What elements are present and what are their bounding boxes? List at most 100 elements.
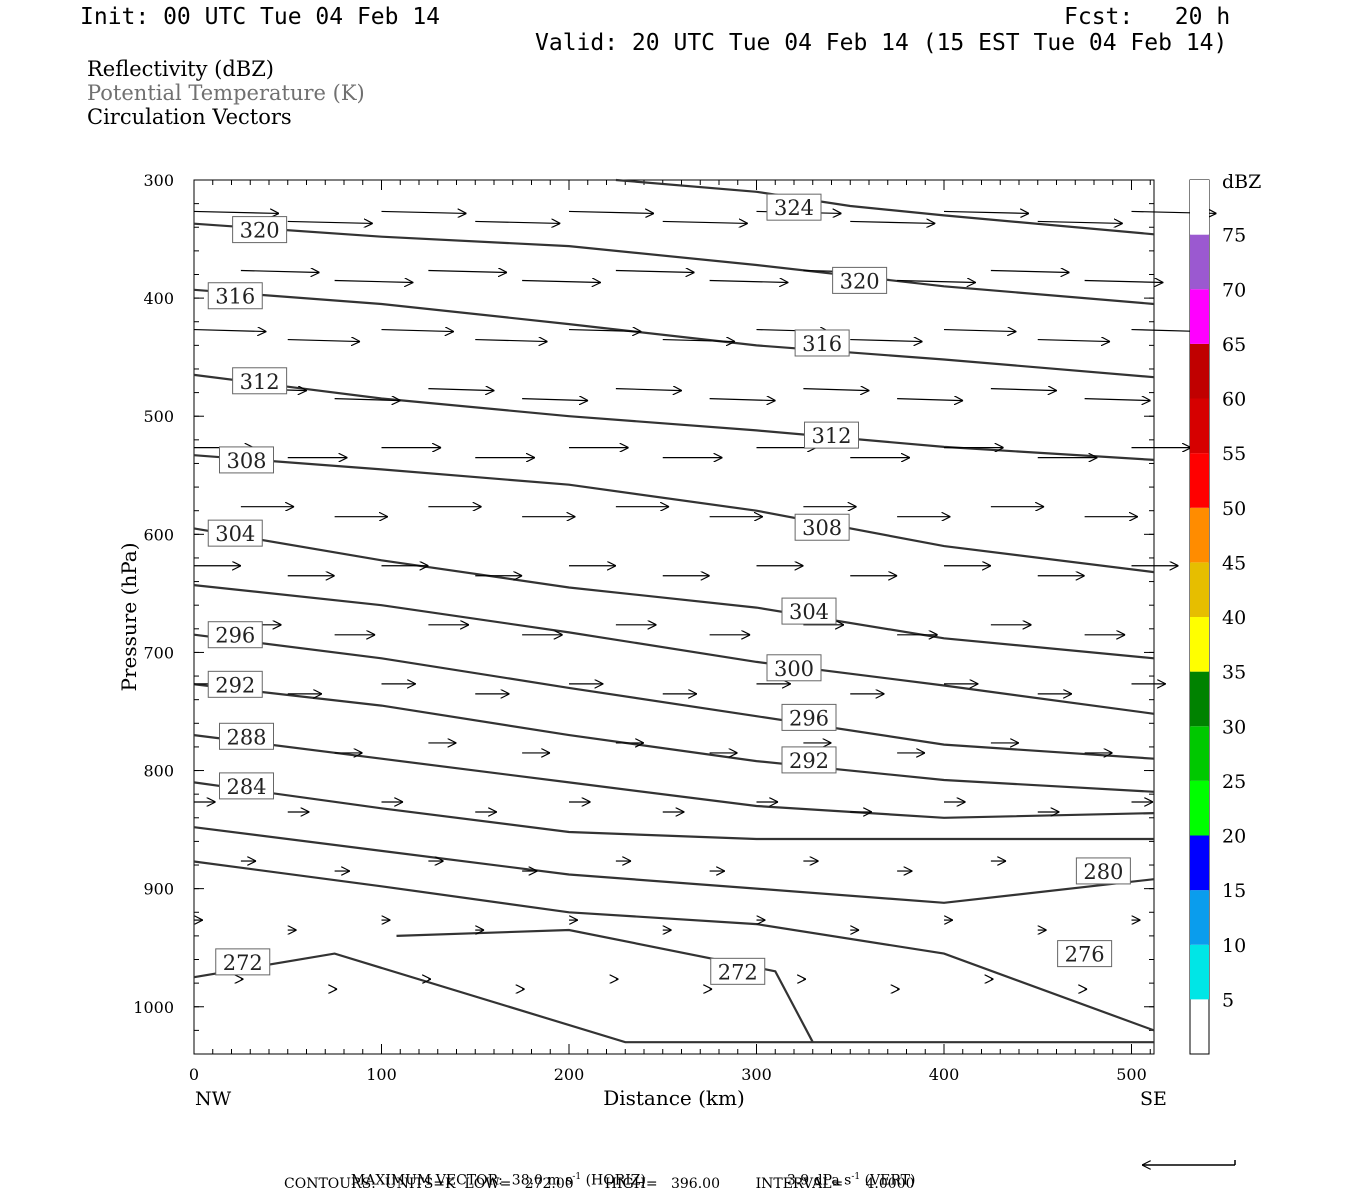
colorbar-swatch (1190, 343, 1209, 399)
circulation-vector (615, 270, 695, 272)
y-tick-label: 800 (143, 762, 174, 781)
theta-contour-320 (193, 222, 1155, 306)
contour-label-box (219, 772, 274, 800)
contour-label-box (232, 216, 288, 244)
circulation-vector (287, 221, 373, 223)
contour-label-312: 312 (240, 370, 280, 394)
horiz-unit: (HORIZ) (585, 1172, 646, 1189)
circulation-vector (428, 389, 494, 391)
x-tick-label: 300 (741, 1065, 772, 1084)
x-tick-label: 0 (189, 1065, 199, 1084)
theta-contour-304 (193, 527, 1155, 660)
contour-label-292: 292 (789, 749, 829, 773)
max-vector-line: MAXIMUM VECTOR: 38.0 m s-1 (HORIZ) (342, 1159, 646, 1188)
contour-label-box (804, 421, 859, 449)
colorbar-level-label: 75 (1222, 225, 1246, 247)
circulation-vector (475, 340, 547, 342)
contour-label-box (832, 266, 888, 294)
circulation-vector (381, 330, 454, 332)
contour-label-box (1075, 857, 1131, 885)
theta-contour-280 (193, 826, 1155, 904)
circulation-vector (897, 399, 963, 401)
colorbar-level-label: 15 (1222, 880, 1246, 902)
circulation-vector (1084, 399, 1151, 401)
contour-label-316: 316 (215, 285, 255, 309)
colorbar-level-label: 40 (1222, 607, 1246, 629)
y-tick-label: 400 (143, 289, 174, 308)
colorbar-swatch (1190, 780, 1209, 836)
y-tick-label: 700 (143, 643, 174, 662)
theta-contour-272 (193, 952, 1154, 1044)
contour-label-316: 316 (802, 332, 842, 356)
theta-contour-272 (396, 928, 814, 1043)
contour-label-box (207, 670, 263, 698)
contour-label-box (1057, 940, 1113, 968)
colorbar-swatch (1190, 835, 1209, 891)
contour-label-box (232, 367, 288, 395)
y-tick-label: 300 (143, 171, 174, 190)
colorbar-level-label: 65 (1222, 334, 1246, 356)
x-end-left: NW (195, 1088, 232, 1110)
circulation-vector (990, 270, 1070, 272)
contour-label-312: 312 (811, 424, 851, 448)
colorbar-level-label: 30 (1222, 716, 1246, 738)
circulation-vector (568, 330, 641, 332)
circulation-vector (1037, 221, 1123, 223)
circulation-vector (850, 221, 935, 223)
contour-label-box (781, 746, 837, 774)
legend-reflectivity: Reflectivity (dBZ) (87, 57, 275, 81)
colorbar-swatch (1190, 944, 1209, 1000)
legend-circulation-vectors: Circulation Vectors (87, 105, 292, 129)
colorbar-level-label: 20 (1222, 826, 1246, 848)
contour-label-296: 296 (789, 706, 829, 730)
colorbar-level-label: 60 (1222, 389, 1246, 411)
contour-label-box (215, 948, 271, 976)
contour-label-304: 304 (789, 600, 829, 624)
circulation-vector (615, 389, 682, 391)
circulation-vector (193, 330, 266, 332)
plot-frame (193, 179, 1155, 1055)
circulation-vector (475, 221, 560, 223)
x-tick-label: 500 (1116, 1065, 1147, 1084)
colorbar-swatch (1190, 671, 1209, 727)
circulation-vector (522, 280, 601, 282)
colorbar-swatch (1190, 398, 1209, 454)
colorbar-swatch (1190, 617, 1209, 672)
colorbar-swatch (1190, 726, 1209, 781)
circulation-vector (803, 389, 869, 391)
colorbar-level-label: 50 (1222, 498, 1246, 520)
colorbar-level-label: 35 (1222, 662, 1246, 684)
contour-label-320: 320 (240, 219, 280, 243)
colorbar-level-label: 70 (1222, 279, 1246, 301)
contour-label-box (766, 654, 822, 682)
circulation-vector (428, 270, 507, 272)
circulation-vector (568, 211, 654, 213)
circulation-vector (662, 221, 748, 223)
colorbar-swatch (1190, 234, 1209, 290)
contour-label-272: 272 (718, 960, 758, 984)
contour-label-box (766, 193, 822, 221)
contour-label-324: 324 (774, 196, 814, 220)
theta-contour-284 (193, 781, 1154, 841)
colorbar-swatch (1190, 890, 1209, 945)
circulation-vector (897, 280, 976, 282)
colorbar-swatch (1190, 562, 1209, 617)
theta-contour-276 (193, 860, 1155, 1032)
contour-label-box (781, 703, 837, 731)
circulation-vector (334, 399, 401, 401)
circulation-vector (522, 399, 588, 401)
circulation-vector (381, 211, 467, 213)
init-time: Init: 00 UTC Tue 04 Feb 14 (80, 4, 441, 30)
circulation-vector (662, 340, 735, 342)
contour-label-296: 296 (215, 624, 255, 648)
colorbar-level-label: 45 (1222, 552, 1246, 574)
y-tick-label: 500 (143, 407, 174, 426)
contour-label-box (794, 513, 850, 541)
circulation-vector (1037, 340, 1110, 342)
contour-label-box (207, 519, 263, 547)
y-tick-label: 1000 (133, 998, 174, 1017)
y-tick-label: 600 (143, 525, 174, 544)
contour-label-280: 280 (1083, 860, 1123, 884)
contour-label-box (794, 329, 850, 357)
